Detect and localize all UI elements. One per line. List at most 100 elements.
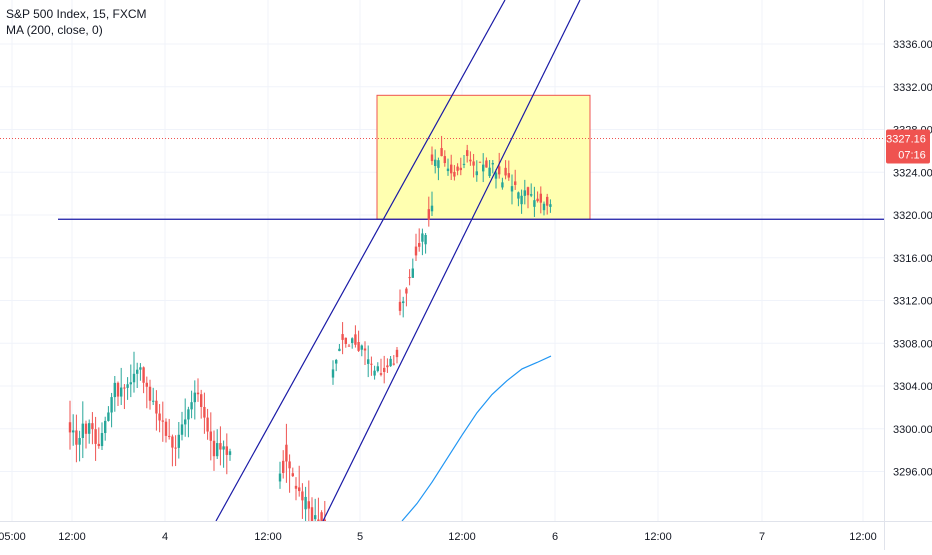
price-tick-label: 3308.00	[893, 338, 932, 350]
candle-body	[427, 209, 430, 220]
price-tick-label: 3336.00	[893, 39, 932, 51]
candle-body	[310, 507, 314, 521]
candle-body	[110, 397, 113, 413]
candle-body	[402, 301, 405, 304]
candle-body	[314, 515, 317, 520]
candle-body	[139, 367, 142, 370]
candle-body	[360, 345, 363, 350]
candle-body	[107, 412, 110, 421]
candle-body	[206, 417, 209, 432]
candle-body	[363, 348, 367, 351]
candle-body	[549, 204, 552, 207]
last-price-badge	[886, 129, 930, 164]
candle-body	[539, 193, 542, 203]
candle-body	[145, 382, 148, 387]
candle-body	[97, 443, 100, 447]
candle-body	[523, 190, 526, 196]
candle-body	[81, 423, 84, 438]
countdown-label: 07:16	[898, 149, 926, 161]
candle-body	[434, 159, 437, 167]
channel-line-lower	[322, 0, 581, 522]
candle-body	[446, 168, 450, 172]
candle-body	[158, 413, 161, 421]
price-tick-label: 3324.00	[893, 167, 932, 179]
last-price-label: 3327.16	[886, 133, 926, 145]
price-tick-label: 3320.00	[893, 210, 932, 222]
candle-body	[228, 451, 232, 455]
candle-body	[488, 167, 491, 177]
time-tick-label: 12:00	[254, 531, 282, 543]
candle-body	[317, 519, 320, 521]
candle-body	[148, 386, 152, 401]
candle-body	[123, 387, 126, 389]
candle-body	[301, 491, 304, 501]
candle-body	[209, 431, 212, 441]
candle-body	[459, 167, 462, 171]
candle-body	[392, 363, 395, 365]
candle-body	[304, 496, 307, 510]
candle-body	[298, 487, 301, 492]
candle-body	[517, 192, 520, 199]
time-tick-label: 05:00	[0, 531, 26, 543]
candle-body	[190, 402, 193, 410]
time-tick-label: 12:00	[644, 531, 672, 543]
candle-body	[171, 436, 174, 448]
candle-body	[291, 473, 294, 477]
candle-body	[466, 150, 469, 157]
time-tick-label: 4	[162, 531, 168, 543]
candle-body	[507, 173, 510, 178]
candle-body	[370, 363, 373, 365]
candle-body	[383, 367, 386, 372]
candle-body	[498, 166, 501, 175]
candle-body	[320, 512, 323, 521]
candle-body	[510, 186, 514, 192]
candle-body	[462, 163, 466, 165]
candle-body	[174, 447, 177, 449]
candle-body	[536, 198, 539, 202]
candle-body	[469, 159, 472, 162]
candle-body	[472, 161, 475, 166]
candle-body	[222, 446, 225, 450]
candle-body	[288, 461, 291, 469]
candle-body	[282, 460, 285, 473]
candle-body	[405, 288, 408, 294]
candle-body	[533, 200, 536, 207]
candle-body	[126, 384, 129, 388]
candle-body	[475, 171, 478, 176]
candle-body	[94, 429, 97, 444]
candle-body	[491, 163, 494, 165]
candle-body	[203, 406, 206, 418]
candle-body	[485, 160, 488, 168]
chart-legend: S&P 500 Index, 15, FXCM MA (200, close, …	[6, 6, 147, 38]
candle-body	[68, 422, 72, 433]
candle-body	[161, 420, 164, 422]
candle-body	[88, 423, 91, 434]
candle-body	[398, 301, 402, 311]
candle-body	[200, 394, 203, 407]
candle-body	[437, 160, 440, 168]
price-tick-label: 3296.00	[893, 467, 932, 479]
candle-body	[91, 423, 94, 430]
candle-body	[354, 334, 357, 345]
candle-body	[120, 387, 123, 397]
candle-body	[331, 369, 335, 378]
channel-line-upper	[215, 0, 506, 522]
candle-body	[193, 392, 196, 403]
candle-body	[72, 430, 75, 433]
candle-body	[542, 203, 546, 211]
candle-body	[494, 172, 498, 179]
time-tick-label: 7	[759, 531, 765, 543]
candle-body	[386, 365, 389, 368]
candle-body	[180, 424, 184, 435]
candle-body	[376, 366, 379, 371]
candle-body	[389, 358, 392, 367]
candle-body	[100, 433, 104, 447]
candle-body	[373, 370, 376, 376]
candle-body	[278, 473, 282, 482]
candle-body	[338, 348, 341, 352]
candle-body	[347, 345, 351, 347]
time-tick-label: 12:00	[448, 531, 476, 543]
candle-body	[344, 337, 347, 344]
